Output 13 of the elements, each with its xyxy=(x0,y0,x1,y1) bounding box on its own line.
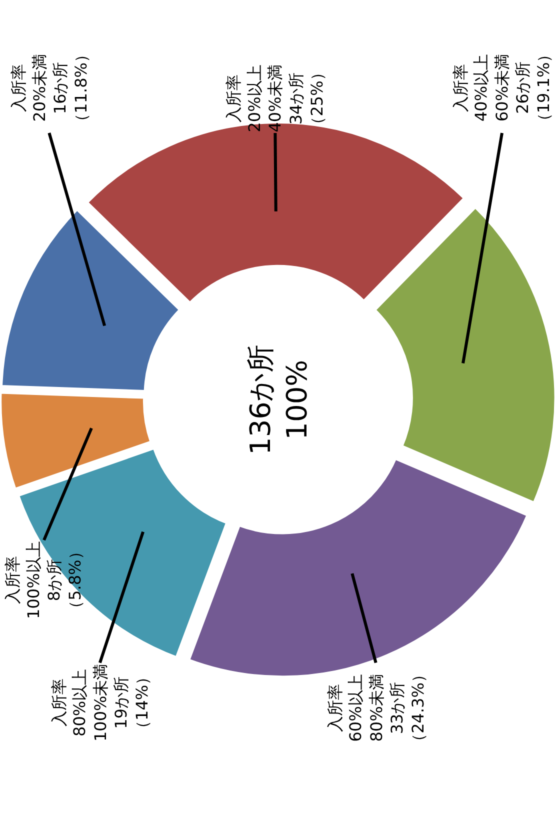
slice-label: 入所率 20%以上 40%未満 xyxy=(224,64,285,132)
data-label: 8か所（5.8%） xyxy=(44,544,84,616)
slice-label: 入所率 40%以上 60%未満 xyxy=(450,54,512,122)
data-label: 34か所（25%） xyxy=(286,64,326,132)
data-label: 33か所（24.3%） xyxy=(388,666,428,750)
slice-label: 入所率 100%以上 xyxy=(3,541,43,619)
text: 136か所 100% xyxy=(244,344,314,455)
slice-label: 入所率 20%未満 xyxy=(9,54,49,122)
data-label: 26か所（19.1%） xyxy=(513,46,554,130)
data-label: 16か所（11.8%） xyxy=(50,46,90,130)
slice-label: 入所率 80%以上 100%未満 xyxy=(49,664,110,742)
data-label: 19か所（14%） xyxy=(112,668,152,736)
slice-label: 入所率 60%以上 80%未満 xyxy=(325,674,386,742)
